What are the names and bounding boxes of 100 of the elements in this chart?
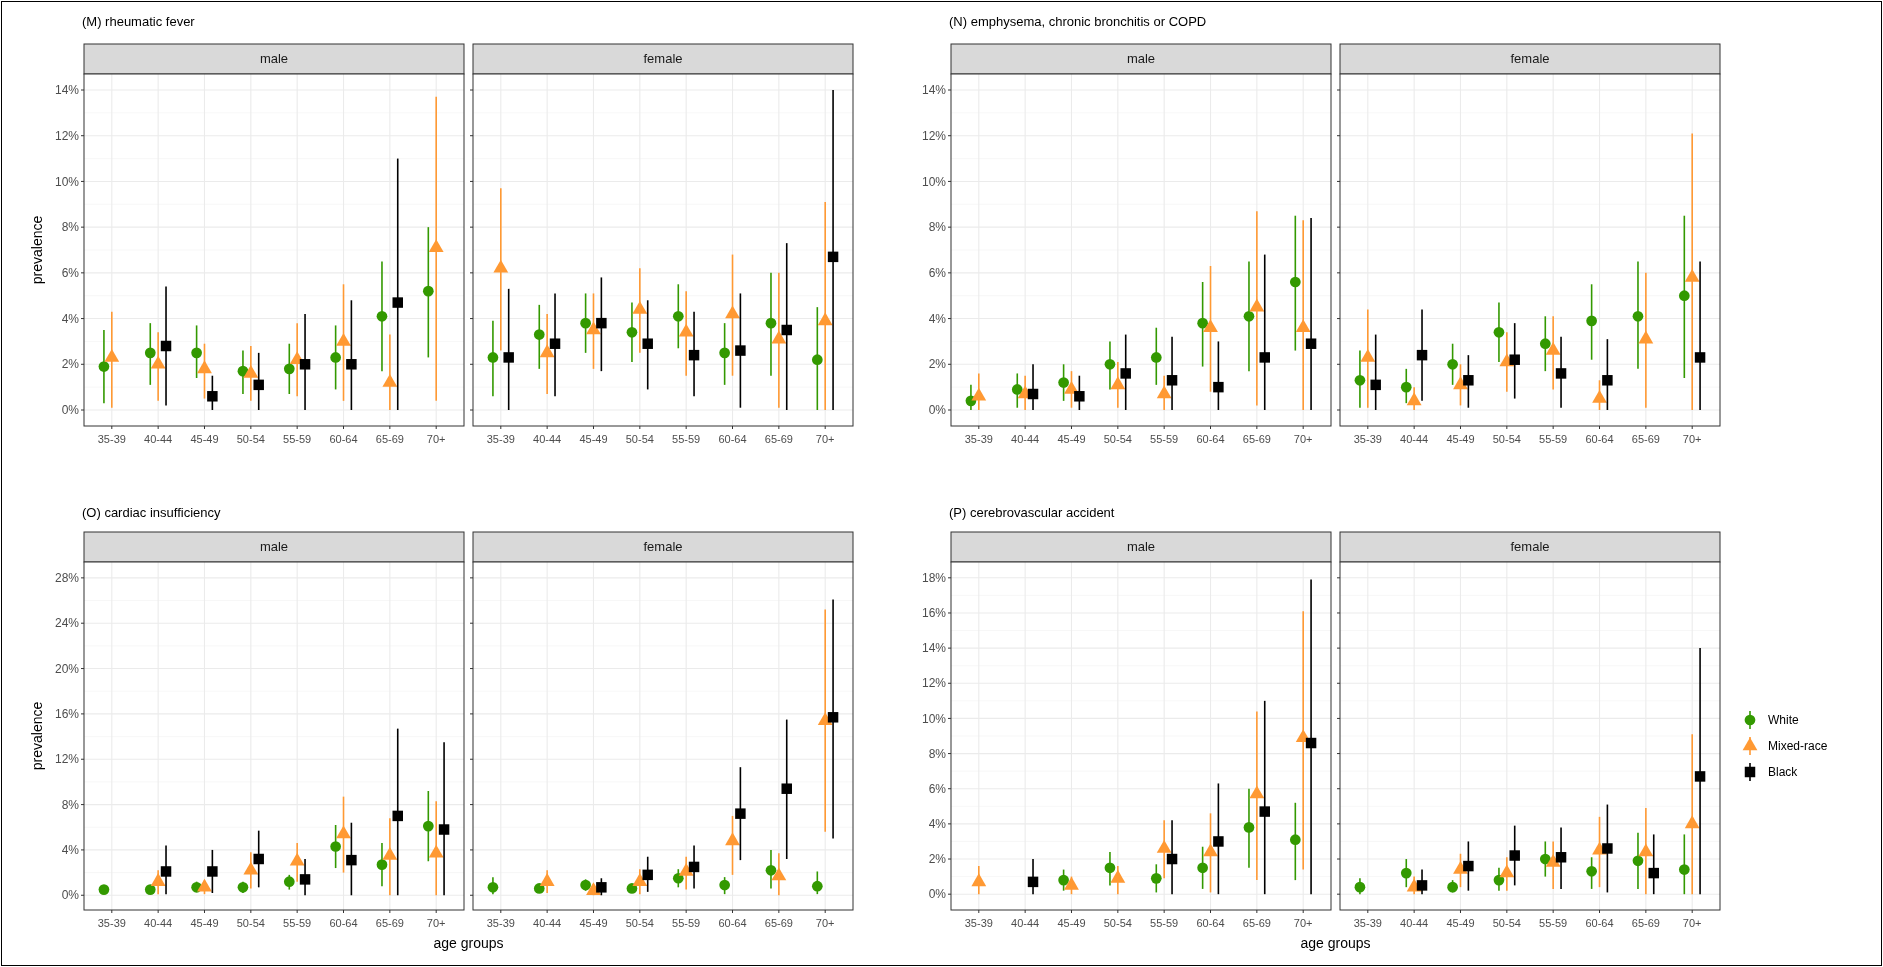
x-tick-label: 65-69 bbox=[1631, 433, 1660, 445]
x-tick-label: 60-64 bbox=[718, 917, 747, 929]
y-axis-title: prevalence bbox=[29, 215, 45, 285]
y-tick-label: 4% bbox=[61, 843, 80, 858]
x-tick-label: 45-49 bbox=[190, 917, 219, 929]
chart-title: (M) rheumatic fever bbox=[82, 14, 196, 29]
legend-label: Black bbox=[1768, 765, 1799, 780]
x-tick-label: 60-64 bbox=[1585, 917, 1614, 929]
y-tick-label: 10% bbox=[54, 174, 80, 189]
y-tick-label: 14% bbox=[921, 83, 947, 98]
x-tick-label: 45-49 bbox=[1057, 433, 1086, 445]
x-tick-label: 55-59 bbox=[283, 917, 312, 929]
x-tick-label: 45-49 bbox=[1446, 917, 1475, 929]
x-tick-label: 35-39 bbox=[97, 917, 126, 929]
x-tick-label: 65-69 bbox=[375, 433, 404, 445]
x-tick-label: 70+ bbox=[815, 917, 835, 929]
x-tick-label: 55-59 bbox=[1150, 917, 1179, 929]
x-tick-label: 60-64 bbox=[718, 433, 747, 445]
x-tick-label: 65-69 bbox=[1631, 917, 1660, 929]
x-axis-title: age groups bbox=[433, 935, 504, 951]
x-tick-label: 55-59 bbox=[1150, 433, 1179, 445]
y-tick-label: 8% bbox=[61, 220, 80, 235]
x-tick-label: 50-54 bbox=[1103, 433, 1132, 445]
x-tick-label: 45-49 bbox=[579, 917, 608, 929]
y-tick-label: 8% bbox=[928, 220, 947, 235]
y-tick-label: 4% bbox=[928, 311, 947, 326]
x-tick-label: 45-49 bbox=[190, 433, 219, 445]
chart-subtitle: male bbox=[1126, 539, 1156, 554]
x-tick-label: 65-69 bbox=[1242, 917, 1271, 929]
x-tick-label: 40-44 bbox=[1011, 433, 1040, 445]
x-tick-label: 70+ bbox=[426, 917, 446, 929]
y-tick-label: 10% bbox=[921, 711, 947, 726]
y-tick-label: 14% bbox=[54, 83, 80, 98]
y-tick-label: 0% bbox=[61, 888, 80, 903]
x-tick-label: 55-59 bbox=[1539, 917, 1568, 929]
legend-label: Mixed-race bbox=[1768, 739, 1828, 754]
x-tick-label: 40-44 bbox=[1400, 917, 1429, 929]
x-tick-label: 45-49 bbox=[579, 433, 608, 445]
y-tick-label: 4% bbox=[928, 817, 947, 832]
x-tick-label: 50-54 bbox=[1492, 917, 1521, 929]
x-axis-title: age groups bbox=[1300, 935, 1371, 951]
y-tick-label: 2% bbox=[928, 357, 947, 372]
chart-subtitle: male bbox=[259, 51, 289, 66]
chart-subtitle: female bbox=[643, 539, 683, 554]
x-tick-label: 70+ bbox=[815, 433, 835, 445]
x-tick-label: 60-64 bbox=[329, 917, 358, 929]
y-tick-label: 8% bbox=[928, 746, 947, 761]
x-tick-label: 45-49 bbox=[1446, 433, 1475, 445]
x-tick-label: 70+ bbox=[1682, 917, 1702, 929]
y-tick-label: 24% bbox=[54, 616, 80, 631]
x-tick-label: 65-69 bbox=[764, 433, 793, 445]
x-tick-label: 40-44 bbox=[533, 917, 562, 929]
y-tick-label: 28% bbox=[54, 571, 80, 586]
x-tick-label: 40-44 bbox=[144, 917, 173, 929]
x-tick-label: 60-64 bbox=[329, 433, 358, 445]
x-tick-label: 45-49 bbox=[1057, 917, 1086, 929]
x-tick-label: 70+ bbox=[1293, 917, 1313, 929]
y-tick-label: 14% bbox=[921, 641, 947, 656]
x-tick-label: 65-69 bbox=[1242, 433, 1271, 445]
chart-title: (N) emphysema, chronic bronchitis or COPD bbox=[949, 14, 1207, 29]
y-tick-label: 6% bbox=[61, 266, 80, 281]
chart-subtitle: male bbox=[1126, 51, 1156, 66]
x-tick-label: 70+ bbox=[1293, 433, 1313, 445]
x-tick-label: 70+ bbox=[1682, 433, 1702, 445]
x-tick-label: 60-64 bbox=[1585, 433, 1614, 445]
chart-title: (O) cardiac insufficiency bbox=[82, 505, 221, 520]
x-tick-label: 55-59 bbox=[672, 433, 701, 445]
x-tick-label: 40-44 bbox=[144, 433, 173, 445]
y-tick-label: 2% bbox=[928, 852, 947, 867]
x-tick-label: 35-39 bbox=[486, 917, 515, 929]
y-tick-label: 0% bbox=[928, 403, 947, 418]
y-tick-label: 2% bbox=[61, 357, 80, 372]
x-tick-label: 40-44 bbox=[1400, 433, 1429, 445]
y-tick-label: 12% bbox=[54, 752, 80, 767]
x-tick-label: 35-39 bbox=[964, 917, 993, 929]
y-tick-label: 16% bbox=[54, 707, 80, 722]
y-tick-label: 0% bbox=[61, 403, 80, 418]
legend-label: White bbox=[1768, 713, 1799, 728]
x-tick-label: 65-69 bbox=[375, 917, 404, 929]
y-tick-label: 4% bbox=[61, 311, 80, 326]
x-tick-label: 40-44 bbox=[533, 433, 562, 445]
x-tick-label: 55-59 bbox=[672, 917, 701, 929]
x-tick-label: 35-39 bbox=[1353, 433, 1382, 445]
y-tick-label: 6% bbox=[928, 781, 947, 796]
x-tick-label: 35-39 bbox=[486, 433, 515, 445]
x-tick-label: 60-64 bbox=[1196, 917, 1225, 929]
y-tick-label: 8% bbox=[61, 797, 80, 812]
x-tick-label: 50-54 bbox=[1103, 917, 1132, 929]
x-tick-label: 50-54 bbox=[236, 433, 265, 445]
y-tick-label: 12% bbox=[54, 128, 80, 143]
y-tick-label: 12% bbox=[921, 128, 947, 143]
chart-subtitle: male bbox=[259, 539, 289, 554]
x-tick-label: 60-64 bbox=[1196, 433, 1225, 445]
x-tick-label: 50-54 bbox=[625, 433, 654, 445]
y-axis-title: prevalence bbox=[29, 701, 45, 771]
x-tick-label: 65-69 bbox=[764, 917, 793, 929]
y-tick-label: 20% bbox=[54, 661, 80, 676]
y-tick-label: 16% bbox=[921, 606, 947, 621]
y-tick-label: 12% bbox=[921, 676, 947, 691]
x-tick-label: 40-44 bbox=[1011, 917, 1040, 929]
